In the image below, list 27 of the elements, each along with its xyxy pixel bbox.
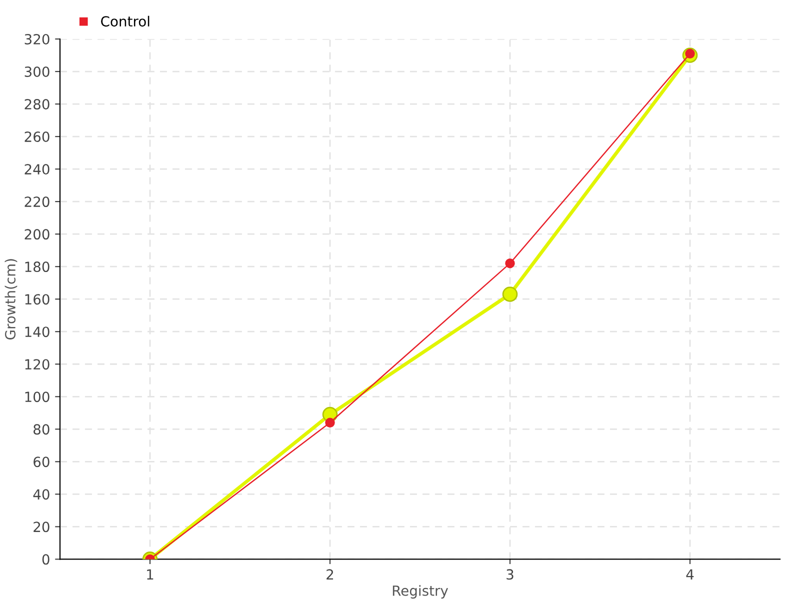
x-axis-title: Registry bbox=[392, 585, 448, 599]
y-tick-label: 200 bbox=[24, 229, 50, 240]
y-tick-label: 20 bbox=[34, 522, 50, 532]
point bbox=[505, 258, 515, 268]
y-tick-label: 220 bbox=[24, 196, 50, 208]
y-tick-label: 60 bbox=[34, 456, 50, 468]
x-tick-label: 3 bbox=[506, 569, 514, 580]
y-tick-label: 40 bbox=[33, 489, 50, 500]
y-tick-label: 280 bbox=[24, 98, 50, 110]
legend-label: Control bbox=[101, 16, 150, 27]
y-tick-label: 0 bbox=[42, 554, 50, 565]
point bbox=[325, 418, 335, 428]
y-tick-label: 240 bbox=[24, 164, 50, 175]
y-tick-label: 80 bbox=[34, 424, 50, 435]
y-tick-label: 160 bbox=[25, 294, 50, 305]
y-tick-label: 320 bbox=[24, 34, 50, 44]
point bbox=[502, 286, 518, 302]
x-tick-label: 1 bbox=[147, 569, 154, 580]
y-tick-label: 260 bbox=[24, 132, 50, 142]
y-tick-label: 100 bbox=[25, 392, 50, 402]
y-tick-label: 300 bbox=[24, 66, 50, 77]
x-tick-label: 2 bbox=[326, 569, 334, 580]
y-axis-title: Growth(cm) bbox=[4, 259, 18, 340]
y-tick-label: 120 bbox=[25, 359, 50, 370]
x-tick-label: 4 bbox=[686, 569, 694, 580]
y-tick-label: 140 bbox=[25, 326, 50, 338]
y-tick-label: 180 bbox=[25, 262, 50, 272]
